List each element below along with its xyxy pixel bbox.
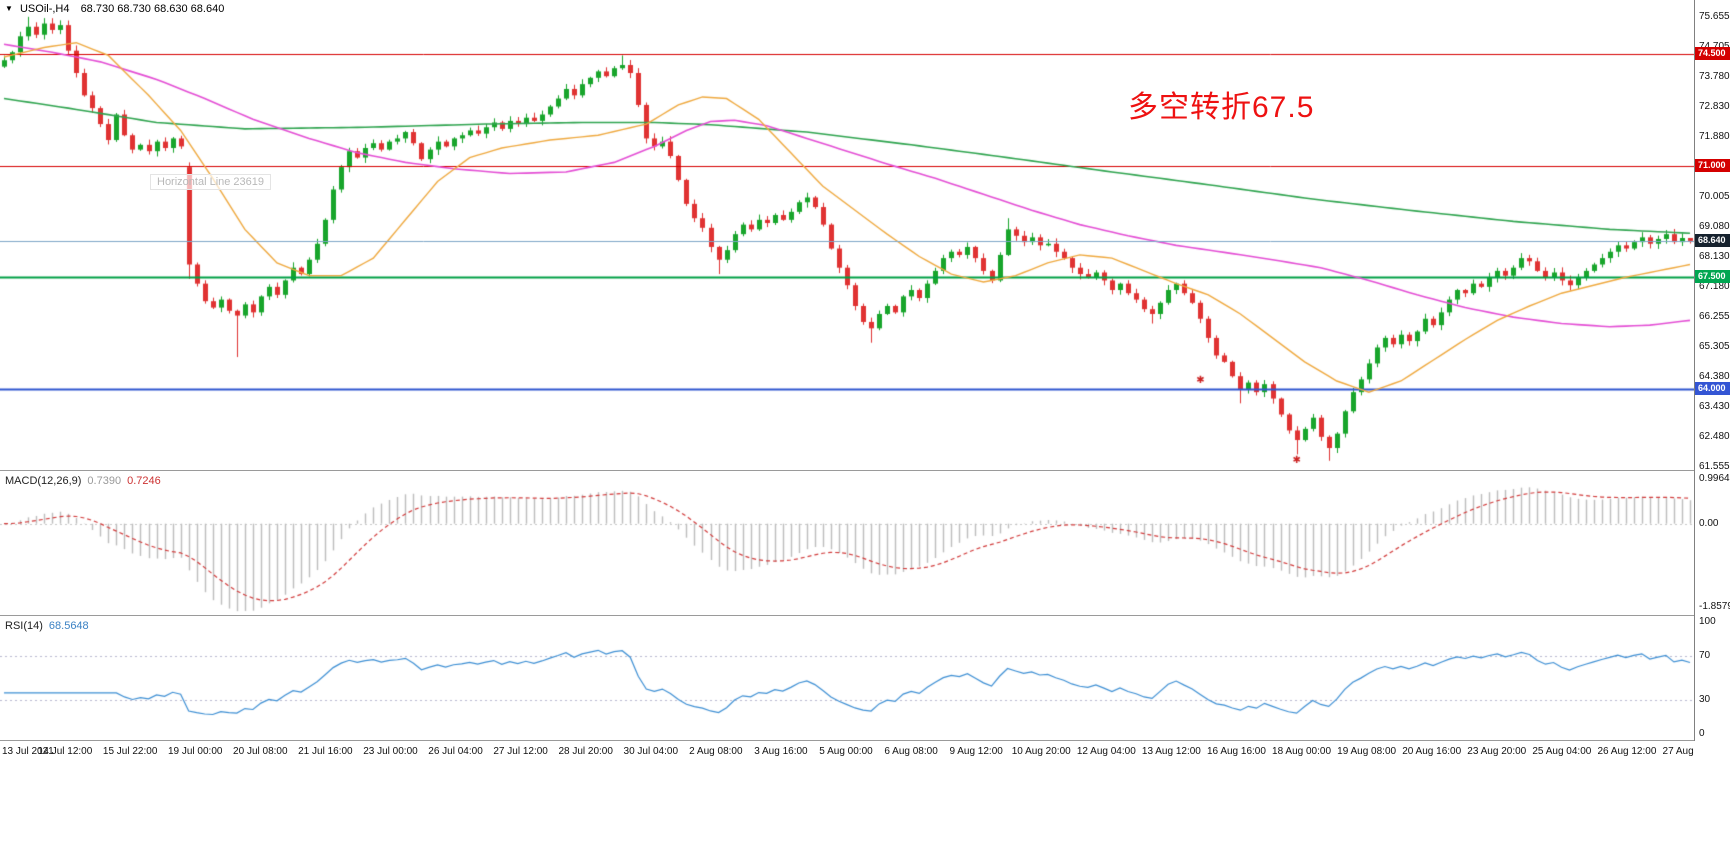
time-axis-label: 16 Aug 16:00 xyxy=(1206,746,1266,757)
price-axis-label: 67.180 xyxy=(1699,281,1730,293)
symbol-header: ▼ USOil-,H4 68.730 68.730 68.630 68.640 xyxy=(5,3,224,15)
rsi-axis-label: 0 xyxy=(1699,728,1705,739)
time-axis-label: 12 Aug 04:00 xyxy=(1076,746,1136,757)
price-axis-label: 65.305 xyxy=(1699,341,1730,353)
price-axis-label: 70.005 xyxy=(1699,191,1730,203)
price-axis-label: 75.655 xyxy=(1699,11,1730,22)
main-chart-canvas[interactable] xyxy=(0,0,1694,470)
macd-panel-canvas[interactable] xyxy=(0,471,1694,615)
panel-divider xyxy=(0,740,1730,741)
time-axis-label: 28 Jul 20:00 xyxy=(558,746,613,757)
panel-divider[interactable] xyxy=(0,615,1730,616)
price-axis-label: 74.705 xyxy=(1699,41,1730,53)
rsi-axis-label: 70 xyxy=(1699,649,1711,661)
price-level-badge: 71.000 xyxy=(1695,158,1730,172)
macd-axis-label: 0.00 xyxy=(1699,517,1719,529)
rsi-value: 68.5648 xyxy=(48,620,89,632)
time-axis-label: 19 Aug 08:00 xyxy=(1337,746,1397,757)
time-axis-label: 26 Aug 12:00 xyxy=(1597,746,1657,757)
time-axis-label: 5 Aug 00:00 xyxy=(819,746,873,757)
price-axis-label: 72.830 xyxy=(1699,101,1730,113)
price-axis-label: 63.430 xyxy=(1699,401,1730,413)
chart-text-annotation[interactable]: 多空转折67.5 xyxy=(1128,91,1315,124)
rsi-axis-label: 30 xyxy=(1699,694,1711,706)
rsi-axis-label: 100 xyxy=(1699,616,1716,627)
symbol-timeframe-label: USOil-,H4 xyxy=(19,3,70,15)
rsi-name: RSI(14) xyxy=(5,620,43,632)
price-axis-label: 62.480 xyxy=(1699,431,1730,443)
panel-divider[interactable] xyxy=(0,470,1730,471)
time-axis-label: 2 Aug 08:00 xyxy=(689,746,743,757)
time-axis-label: 19 Jul 00:00 xyxy=(167,746,223,757)
time-axis-label: 6 Aug 08:00 xyxy=(884,746,938,757)
rsi-panel-canvas[interactable] xyxy=(0,616,1694,740)
time-axis-label: 15 Jul 22:00 xyxy=(102,746,158,757)
time-axis-label: 10 Aug 20:00 xyxy=(1011,746,1071,757)
time-axis-label: 9 Aug 12:00 xyxy=(949,746,1003,757)
ohlc-values: 68.730 68.730 68.630 68.640 xyxy=(80,3,225,15)
time-axis-label: 27 Jul 12:00 xyxy=(493,746,548,757)
time-axis-label: 23 Aug 20:00 xyxy=(1467,746,1527,757)
time-axis-label: 20 Aug 16:00 xyxy=(1402,746,1462,757)
macd-indicator-label: MACD(12,26,9) 0.7390 0.7246 xyxy=(5,475,161,487)
price-level-badge: 67.500 xyxy=(1695,270,1730,284)
price-axis-label: 61.555 xyxy=(1699,461,1730,472)
time-axis-label: 14 Jul 12:00 xyxy=(37,746,93,757)
time-axis-label: 23 Jul 00:00 xyxy=(363,746,418,757)
price-axis-label: 69.080 xyxy=(1699,220,1730,232)
time-axis-label: 3 Aug 16:00 xyxy=(754,746,808,757)
price-axis-label: 66.255 xyxy=(1699,311,1730,322)
price-axis-label: 73.780 xyxy=(1699,70,1730,82)
price-axis-label: 68.130 xyxy=(1699,251,1730,263)
price-axis-label: 71.880 xyxy=(1699,131,1730,143)
time-axis-label: 25 Aug 04:00 xyxy=(1532,746,1592,757)
time-axis-label: 27 Aug 20:00 xyxy=(1662,746,1694,757)
time-axis-label: 13 Jul 2021 xyxy=(2,746,54,757)
bottom-blank-area xyxy=(0,769,1730,842)
macd-name: MACD(12,26,9) xyxy=(5,475,82,487)
time-axis-label: 13 Aug 12:00 xyxy=(1141,746,1201,757)
time-axis-label: 26 Jul 04:00 xyxy=(428,746,483,757)
price-axis[interactable]: 75.65574.70573.78072.83071.88070.95570.0… xyxy=(1694,0,1730,741)
macd-axis-label: -1.8579 xyxy=(1699,601,1730,612)
price-level-badge: 68.640 xyxy=(1695,233,1730,247)
time-axis-label: 20 Jul 08:00 xyxy=(233,746,288,757)
price-level-badge: 74.500 xyxy=(1695,46,1730,60)
macd-signal-value: 0.7246 xyxy=(127,475,161,487)
macd-axis-label: 0.9964 xyxy=(1699,473,1730,484)
symbol-dropdown-icon[interactable]: ▼ xyxy=(5,4,13,13)
time-axis-label: 21 Jul 16:00 xyxy=(298,746,353,757)
time-axis-label: 30 Jul 04:00 xyxy=(623,746,679,757)
price-axis-label: 64.380 xyxy=(1699,370,1730,382)
time-axis-label: 18 Aug 00:00 xyxy=(1272,746,1332,757)
rsi-indicator-label: RSI(14) 68.5648 xyxy=(5,620,89,632)
horizontal-line-tooltip: Horizontal Line 23619 xyxy=(150,174,272,190)
macd-main-value: 0.7390 xyxy=(87,475,122,487)
price-level-badge: 64.000 xyxy=(1695,381,1730,395)
time-axis[interactable]: 13 Jul 2021 14 Jul 12:00 15 Jul 22:00 19 Ju… xyxy=(0,741,1694,769)
